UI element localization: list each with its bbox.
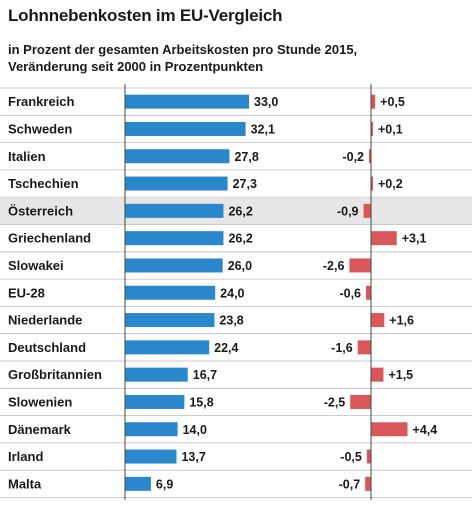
value-label-change: +4,4 (413, 423, 438, 437)
bar-change (371, 94, 376, 109)
value-label-change: -0,5 (340, 450, 362, 464)
category-label: Griechenland (8, 231, 91, 246)
bar-change (371, 121, 373, 136)
category-label: Italien (8, 149, 46, 164)
bar-main (125, 203, 224, 218)
bar-change (357, 340, 371, 355)
value-label-main: 27,3 (233, 177, 257, 191)
value-label-change: -0,6 (339, 286, 361, 300)
bar-change (371, 176, 373, 191)
value-label-main: 27,8 (234, 150, 258, 164)
bar-change (366, 449, 371, 464)
category-label: Großbritannien (8, 367, 102, 382)
bar-change (371, 422, 408, 437)
value-label-main: 6,9 (156, 477, 173, 491)
value-label-change: +3,1 (402, 232, 427, 246)
value-label-change: -0,9 (337, 204, 359, 218)
category-label: EU-28 (8, 285, 45, 300)
category-label: Slowenien (8, 394, 72, 409)
bar-main (125, 285, 216, 300)
category-label: Malta (8, 476, 42, 491)
bar-main (125, 258, 223, 273)
bar-change (371, 367, 384, 382)
chart-title: Lohnnebenkosten im EU-Vergleich (8, 6, 283, 25)
bar-main (125, 176, 228, 191)
bar-change (369, 149, 371, 164)
value-label-main: 16,7 (193, 368, 217, 382)
value-label-main: 26,2 (228, 204, 252, 218)
bar-main (125, 394, 185, 409)
value-label-main: 22,4 (214, 341, 238, 355)
bar-change (350, 394, 371, 409)
value-label-main: 24,0 (220, 286, 244, 300)
value-label-change: -1,6 (331, 341, 353, 355)
category-label: Tschechien (8, 176, 79, 191)
bar-main (125, 149, 230, 164)
bar-main (125, 367, 188, 382)
bar-main (125, 422, 178, 437)
value-label-main: 26,0 (228, 259, 252, 273)
bar-change (371, 313, 385, 328)
value-label-main: 32,1 (251, 122, 275, 136)
subtitle-line-1: in Prozent der gesamten Arbeitskosten pr… (8, 42, 358, 57)
value-label-change: -0,2 (342, 150, 364, 164)
bar-main (125, 340, 210, 355)
value-label-main: 23,8 (219, 314, 243, 328)
bar-main (125, 231, 224, 246)
value-label-change: +0,1 (378, 122, 403, 136)
chart-subtitle: in Prozent der gesamten Arbeitskosten pr… (8, 41, 468, 75)
category-label: Frankreich (8, 94, 75, 109)
value-label-change: +0,5 (380, 95, 405, 109)
value-label-change: +0,2 (378, 177, 403, 191)
bar-main (125, 449, 177, 464)
value-label-main: 14,0 (183, 423, 207, 437)
value-label-change: +1,6 (389, 314, 414, 328)
subtitle-line-2: Veränderung seit 2000 in Prozentpunkten (8, 59, 264, 74)
value-label-main: 33,0 (254, 95, 278, 109)
bar-main (125, 94, 249, 109)
category-label: Österreich (8, 203, 73, 218)
bar-change (371, 231, 397, 246)
bar-change (349, 258, 371, 273)
category-label: Deutschland (8, 340, 86, 355)
category-label: Slowakei (8, 258, 64, 273)
row-highlight (0, 197, 472, 225)
category-label: Schweden (8, 121, 72, 136)
bar-change (365, 476, 371, 491)
category-label: Niederlande (8, 313, 82, 328)
value-label-change: +1,5 (388, 368, 413, 382)
bar-main (125, 313, 215, 328)
value-label-change: -0,7 (339, 477, 361, 491)
value-label-main: 26,2 (228, 232, 252, 246)
bar-change (366, 285, 371, 300)
bar-change (363, 203, 371, 218)
category-label: Dänemark (8, 422, 72, 437)
value-label-change: -2,6 (323, 259, 345, 273)
category-label: Irland (8, 449, 43, 464)
bar-main (125, 121, 246, 136)
value-label-main: 15,8 (189, 395, 213, 409)
bar-main (125, 476, 151, 491)
value-label-main: 13,7 (181, 450, 205, 464)
value-label-change: -2,5 (324, 395, 346, 409)
